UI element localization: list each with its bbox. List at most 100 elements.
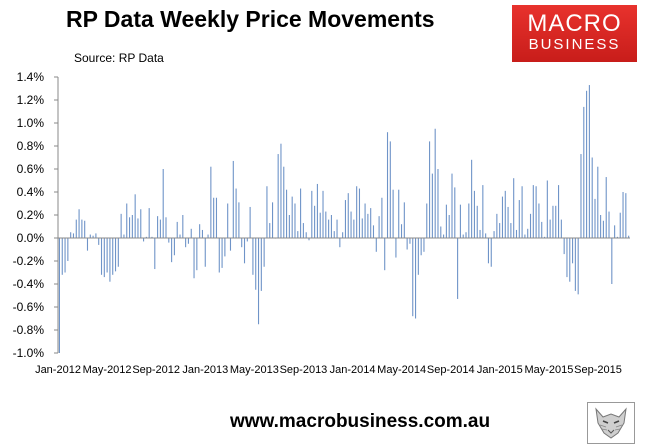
bar bbox=[454, 187, 456, 238]
bar bbox=[263, 238, 265, 267]
macrobusiness-logo: MACRO BUSINESS bbox=[512, 5, 637, 62]
x-tick-label: Sep-2012 bbox=[132, 364, 180, 376]
bar bbox=[611, 238, 613, 284]
x-tick-label: Jan-2012 bbox=[35, 364, 81, 376]
bar bbox=[367, 213, 369, 238]
y-tick-label: -0.6% bbox=[13, 300, 45, 314]
bar bbox=[353, 219, 355, 238]
bar bbox=[238, 202, 240, 238]
bar bbox=[70, 232, 72, 238]
x-tick-label: May-2012 bbox=[83, 364, 132, 376]
bar bbox=[605, 177, 607, 238]
bar bbox=[415, 238, 417, 319]
bar bbox=[532, 185, 534, 238]
bar bbox=[499, 223, 501, 238]
bar bbox=[597, 166, 599, 238]
x-tick-label: Jan-2013 bbox=[182, 364, 228, 376]
bar bbox=[406, 238, 408, 250]
bar bbox=[260, 238, 262, 291]
bar bbox=[143, 238, 145, 242]
bar bbox=[518, 200, 520, 238]
bar bbox=[232, 160, 234, 238]
bar bbox=[162, 169, 164, 238]
bar bbox=[583, 106, 585, 239]
bar bbox=[614, 225, 616, 238]
bar bbox=[560, 219, 562, 238]
bar bbox=[308, 238, 310, 241]
bar bbox=[457, 238, 459, 299]
bar bbox=[423, 238, 425, 252]
chart-source: Source: RP Data bbox=[74, 51, 164, 65]
bar bbox=[384, 238, 386, 271]
bar bbox=[465, 232, 467, 238]
bar bbox=[459, 204, 461, 238]
bar bbox=[325, 211, 327, 238]
bar bbox=[120, 213, 122, 238]
bar bbox=[566, 238, 568, 278]
bar bbox=[185, 238, 187, 248]
logo-line-business: BUSINESS bbox=[528, 36, 621, 53]
bar bbox=[145, 236, 147, 238]
bar bbox=[437, 169, 439, 238]
bar bbox=[577, 238, 579, 295]
bar bbox=[563, 238, 565, 255]
bar bbox=[92, 235, 94, 238]
bar bbox=[207, 234, 209, 238]
bar bbox=[510, 223, 512, 238]
bar bbox=[322, 190, 324, 238]
bar bbox=[409, 238, 411, 244]
bar bbox=[507, 206, 509, 238]
bar bbox=[215, 197, 218, 238]
bar bbox=[224, 238, 226, 257]
bar bbox=[574, 238, 576, 291]
bar bbox=[286, 189, 288, 238]
bar bbox=[473, 190, 475, 238]
bar bbox=[154, 238, 156, 270]
bar bbox=[398, 189, 400, 238]
bar bbox=[333, 231, 335, 238]
y-tick-label: 0.4% bbox=[17, 185, 45, 199]
bar bbox=[269, 223, 271, 238]
bar bbox=[591, 157, 593, 238]
bar bbox=[199, 224, 201, 238]
y-tick-label: 1.0% bbox=[17, 116, 45, 130]
bar bbox=[552, 205, 554, 238]
bar bbox=[482, 185, 484, 238]
bar bbox=[389, 141, 391, 238]
bar bbox=[311, 190, 313, 238]
x-tick-label: Jan-2015 bbox=[477, 364, 523, 376]
bar bbox=[72, 233, 75, 238]
bar bbox=[541, 221, 543, 238]
bar bbox=[112, 238, 114, 275]
bar bbox=[479, 229, 481, 238]
bar bbox=[67, 238, 69, 261]
bar bbox=[227, 203, 229, 238]
y-tick-label: -0.2% bbox=[13, 254, 45, 268]
bar bbox=[314, 205, 316, 238]
y-tick-label: 0.8% bbox=[17, 139, 45, 153]
bar bbox=[98, 238, 100, 245]
y-tick-label: 1.4% bbox=[17, 70, 45, 84]
bar bbox=[84, 220, 86, 238]
bar bbox=[81, 219, 83, 238]
bar bbox=[134, 194, 136, 238]
bar bbox=[622, 192, 624, 238]
x-tick-label: Jan-2014 bbox=[330, 364, 376, 376]
bar bbox=[594, 198, 596, 238]
bar bbox=[361, 218, 363, 238]
bar bbox=[117, 238, 119, 267]
bar bbox=[490, 238, 492, 267]
bar bbox=[417, 238, 419, 275]
bar bbox=[504, 190, 506, 238]
bar bbox=[487, 238, 489, 264]
bar bbox=[493, 231, 495, 238]
bar bbox=[100, 238, 103, 275]
y-tick-label: -1.0% bbox=[13, 346, 45, 360]
bar bbox=[602, 220, 604, 238]
bar bbox=[280, 143, 282, 238]
x-tick-label: May-2015 bbox=[524, 364, 573, 376]
bar bbox=[434, 128, 436, 238]
bar bbox=[370, 208, 372, 238]
bar bbox=[190, 228, 192, 238]
bar bbox=[471, 159, 473, 238]
